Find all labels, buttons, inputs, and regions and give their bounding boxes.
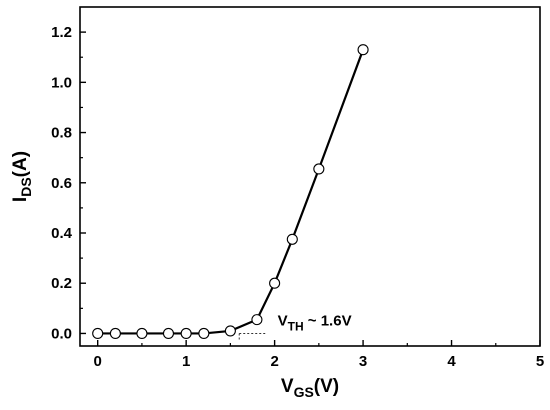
y-tick-label: 1.2	[51, 24, 72, 41]
plot-frame	[79, 6, 541, 347]
y-tick-label: 0.6	[51, 175, 72, 192]
data-point	[286, 233, 298, 245]
data-point	[313, 163, 325, 175]
x-tick-label: 4	[447, 353, 456, 370]
threshold-extrapolation	[238, 332, 266, 341]
data-point	[109, 327, 121, 339]
data-point	[180, 327, 192, 339]
series-line	[97, 49, 365, 335]
x-tick-label: 5	[536, 353, 544, 370]
y-tick-label: 1.0	[51, 74, 72, 91]
y-tick-label: 0.8	[51, 125, 72, 142]
series-ids-vgs	[92, 44, 369, 339]
x-tick-label: 1	[182, 353, 190, 370]
y-axis-label: IDS(A)	[10, 151, 34, 202]
x-tick-label: 3	[359, 353, 367, 370]
x-tick-labels: 0 1 2 3 4 5	[94, 353, 545, 370]
axis-ticks	[80, 31, 541, 346]
y-tick-label: 0.2	[51, 275, 72, 292]
data-point	[92, 327, 104, 339]
data-point	[224, 325, 236, 337]
data-point	[162, 327, 175, 339]
data-point	[136, 327, 148, 339]
threshold-voltage-annotation: VTH ~ 1.6V	[278, 312, 352, 333]
x-tick-label: 2	[270, 353, 278, 370]
y-tick-labels: 0.0 0.2 0.4 0.6 0.8 1.0 1.2	[51, 24, 73, 342]
data-point	[269, 277, 281, 289]
data-point	[251, 314, 263, 326]
data-point	[198, 327, 210, 339]
y-tick-label: 0.4	[51, 225, 73, 242]
x-axis-label: VGS(V)	[281, 376, 339, 400]
y-tick-label: 0.0	[51, 325, 72, 342]
data-point	[357, 44, 369, 56]
x-tick-label: 0	[94, 353, 102, 370]
